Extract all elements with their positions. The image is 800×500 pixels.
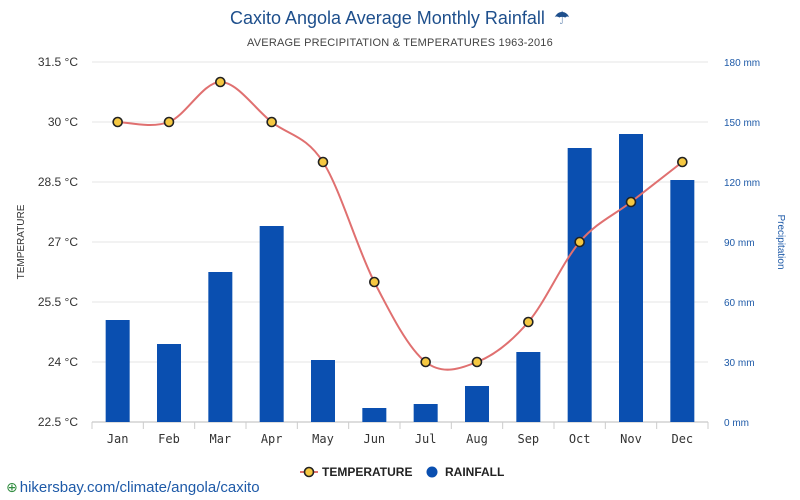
left-axis-ticks: 22.5 °C 24 °C 25.5 °C 27 °C 28.5 °C 30 °C 31.5…	[38, 55, 78, 429]
temperature-curve	[117, 80, 683, 371]
left-tick-label: 24 °C	[48, 355, 78, 369]
x-tick-label: Sep	[517, 432, 539, 446]
grid-lines	[91, 61, 709, 429]
right-axis-label: Precipitation	[775, 214, 786, 269]
temperature-point	[163, 116, 175, 128]
x-tick-label: Mar	[209, 432, 231, 446]
x-tick-label: Feb	[158, 432, 180, 446]
temperature-point	[215, 76, 226, 88]
left-tick-label: 25.5 °C	[38, 295, 78, 309]
legend-rainfall-marker	[426, 466, 438, 478]
temperature-point	[420, 356, 431, 368]
right-axis-ticks: 0 mm 30 mm 60 mm 90 mm 120 mm 150 mm 180 mm	[724, 58, 760, 429]
rainfall-bar	[465, 386, 489, 422]
left-tick-label: 30 °C	[48, 115, 78, 129]
legend-temperature-label: TEMPERATURE	[322, 465, 412, 479]
rainfall-bar	[362, 408, 387, 422]
temperature-point	[369, 276, 380, 288]
right-tick-label: 150 mm	[724, 118, 760, 129]
temperature-point	[574, 236, 585, 248]
rainfall-bar	[516, 352, 541, 422]
right-tick-label: 60 mm	[724, 298, 755, 309]
temperature-point	[112, 116, 123, 128]
temperature-point	[625, 196, 637, 208]
x-tick-label: Apr	[261, 432, 283, 446]
right-tick-label: 0 mm	[724, 418, 749, 429]
rainfall-bar	[567, 148, 592, 422]
left-tick-label: 27 °C	[48, 235, 78, 249]
x-tick-label: Aug	[466, 432, 488, 446]
chart-title: Caxito Angola Average Monthly Rainfall ☂	[230, 8, 570, 28]
rainfall-bars	[105, 134, 695, 422]
legend-rainfall-label: RAINFALL	[445, 465, 504, 479]
temperature-point	[523, 316, 534, 328]
right-tick-label: 30 mm	[724, 358, 755, 369]
rainfall-bar	[670, 180, 695, 422]
left-axis-label: TEMPERATURE	[16, 204, 27, 279]
temperature-point	[317, 156, 329, 168]
legend-rainfall[interactable]: RAINFALL	[426, 465, 505, 479]
temperature-point	[677, 156, 688, 168]
right-tick-label: 120 mm	[724, 178, 760, 189]
right-tick-label: 180 mm	[724, 58, 760, 69]
legend: TEMPERATURE RAINFALL	[300, 465, 504, 479]
temperature-point	[266, 116, 277, 128]
legend-temperature[interactable]: TEMPERATURE	[300, 465, 412, 479]
rainfall-bar	[208, 272, 233, 422]
x-tick-label: Dec	[671, 432, 693, 446]
x-tick-label: Jun	[363, 432, 385, 446]
temperature-line	[112, 76, 688, 371]
x-tick-label: Jul	[415, 432, 437, 446]
legend-temperature-marker	[303, 466, 315, 478]
left-tick-label: 31.5 °C	[38, 55, 78, 69]
rainfall-bar	[311, 360, 335, 422]
source-link[interactable]: ⊕ hikersbay.com/climate/angola/caxito	[6, 479, 260, 496]
globe-icon: ⊕	[6, 479, 18, 495]
x-tick-label: May	[312, 432, 334, 446]
left-tick-label: 22.5 °C	[38, 415, 78, 429]
x-tick-label: Nov	[620, 432, 642, 446]
rainfall-bar	[157, 344, 181, 422]
x-tick-label: Jan	[107, 432, 129, 446]
rainfall-bar	[105, 320, 130, 422]
x-axis-ticks: Jan Feb Mar Apr May Jun Jul Aug Sep Oct Nov Dec	[107, 432, 693, 446]
umbrella-rain-icon: ☂	[554, 8, 570, 28]
left-tick-label: 28.5 °C	[38, 175, 78, 189]
source-link-label: hikersbay.com/climate/angola/caxito	[19, 479, 260, 496]
chart-subtitle: AVERAGE PRECIPITATION & TEMPERATURES 196…	[247, 37, 553, 49]
x-tick-label: Oct	[569, 432, 591, 446]
rainfall-bar	[413, 404, 438, 422]
rainfall-bar	[619, 134, 643, 422]
temperature-point	[471, 356, 483, 368]
right-tick-label: 90 mm	[724, 238, 755, 249]
rainfall-bar	[259, 226, 284, 422]
